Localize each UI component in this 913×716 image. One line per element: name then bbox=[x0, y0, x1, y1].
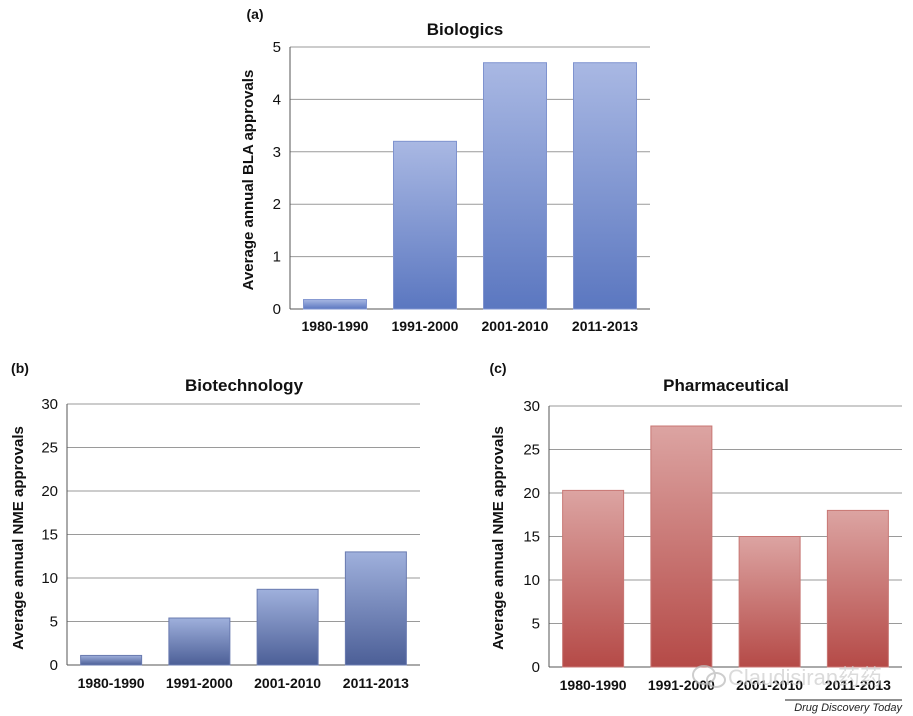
panel-a: (a) Biologics Average annual BLA approva… bbox=[240, 6, 650, 334]
y-tick-label: 25 bbox=[523, 442, 540, 459]
panel-b: (b) Biotechnology Average annual NME app… bbox=[10, 360, 420, 691]
bar-1991-2000 bbox=[393, 140, 457, 310]
y-tick-label: 20 bbox=[523, 485, 540, 502]
chart-title-pharmaceutical: Pharmaceutical bbox=[663, 376, 789, 395]
y-axis-label-c: Average annual NME approvals bbox=[490, 426, 507, 650]
bar-2001-2010 bbox=[483, 62, 547, 310]
chart-title-biologics: Biologics bbox=[427, 20, 504, 39]
plot-area-b: 0 5 10 15 20 25 30 1980-1990 1991-2000 2001-2010 2… bbox=[41, 396, 420, 691]
y-tick-label: 2 bbox=[273, 196, 281, 213]
y-tick-label: 5 bbox=[50, 614, 58, 631]
x-tick-label: 1991-2000 bbox=[392, 318, 459, 334]
x-tick-label: 1991-2000 bbox=[648, 677, 715, 693]
bar-2011-2013 bbox=[344, 551, 407, 666]
x-tick-label: 1980-1990 bbox=[78, 675, 145, 691]
y-tick-label: 25 bbox=[41, 440, 58, 457]
bar-1980-1990 bbox=[80, 654, 143, 666]
bar-2011-2013 bbox=[573, 62, 637, 310]
watermark-text: Claudisiran药药 bbox=[728, 665, 882, 690]
bar-2001-2010 bbox=[256, 588, 319, 666]
y-tick-label: 1 bbox=[273, 249, 281, 266]
y-tick-label: 30 bbox=[41, 396, 58, 413]
panel-letter-c: (c) bbox=[489, 360, 506, 376]
y-tick-label: 3 bbox=[273, 144, 281, 161]
source-credit: Drug Discovery Today bbox=[794, 702, 903, 714]
x-tick-label: 2001-2010 bbox=[254, 675, 321, 691]
y-tick-label: 4 bbox=[273, 91, 281, 108]
y-tick-label: 0 bbox=[532, 659, 540, 676]
bar-2001-2010 bbox=[738, 536, 801, 668]
bar-2011-2013 bbox=[826, 509, 889, 668]
y-tick-label: 5 bbox=[532, 616, 540, 633]
y-tick-label: 10 bbox=[523, 572, 540, 589]
plot-area-c: 0 5 10 15 20 25 30 1980-1990 1991-2000 2001-2010 2… bbox=[523, 398, 902, 693]
watermark: Claudisiran药药 bbox=[692, 665, 882, 690]
x-tick-label: 2011-2013 bbox=[343, 675, 409, 691]
bar-1980-1990 bbox=[562, 489, 625, 668]
panel-c: (c) Pharmaceutical Average annual NME ap… bbox=[489, 360, 902, 693]
bar-1980-1990 bbox=[303, 299, 367, 310]
y-tick-label: 30 bbox=[523, 398, 540, 415]
x-tick-label: 2011-2013 bbox=[825, 677, 891, 693]
y-tick-label: 15 bbox=[41, 527, 58, 544]
y-axis-label-b: Average annual NME approvals bbox=[10, 426, 27, 650]
chart-title-biotechnology: Biotechnology bbox=[185, 376, 304, 395]
x-tick-label: 1991-2000 bbox=[166, 675, 233, 691]
y-tick-label: 15 bbox=[523, 529, 540, 546]
panel-letter-b: (b) bbox=[11, 360, 29, 376]
x-tick-label: 1980-1990 bbox=[560, 677, 627, 693]
panel-letter-a: (a) bbox=[246, 6, 263, 22]
y-tick-label: 5 bbox=[273, 39, 281, 56]
x-tick-label: 2001-2010 bbox=[482, 318, 549, 334]
y-tick-label: 0 bbox=[273, 301, 281, 318]
bar-1991-2000 bbox=[650, 425, 713, 668]
y-tick-label: 10 bbox=[41, 570, 58, 587]
chat-bubble-icon bbox=[692, 665, 726, 688]
y-axis-label-a: Average annual BLA approvals bbox=[240, 70, 257, 291]
x-tick-label: 2001-2010 bbox=[736, 677, 803, 693]
bar-1991-2000 bbox=[168, 617, 231, 666]
y-tick-label: 20 bbox=[41, 483, 58, 500]
x-tick-label: 1980-1990 bbox=[302, 318, 369, 334]
x-tick-label: 2011-2013 bbox=[572, 318, 638, 334]
y-tick-label: 0 bbox=[50, 657, 58, 674]
plot-area-a: 0 1 2 3 4 5 1980-1990 1991-2000 2001-2010 2011-20… bbox=[273, 39, 650, 334]
